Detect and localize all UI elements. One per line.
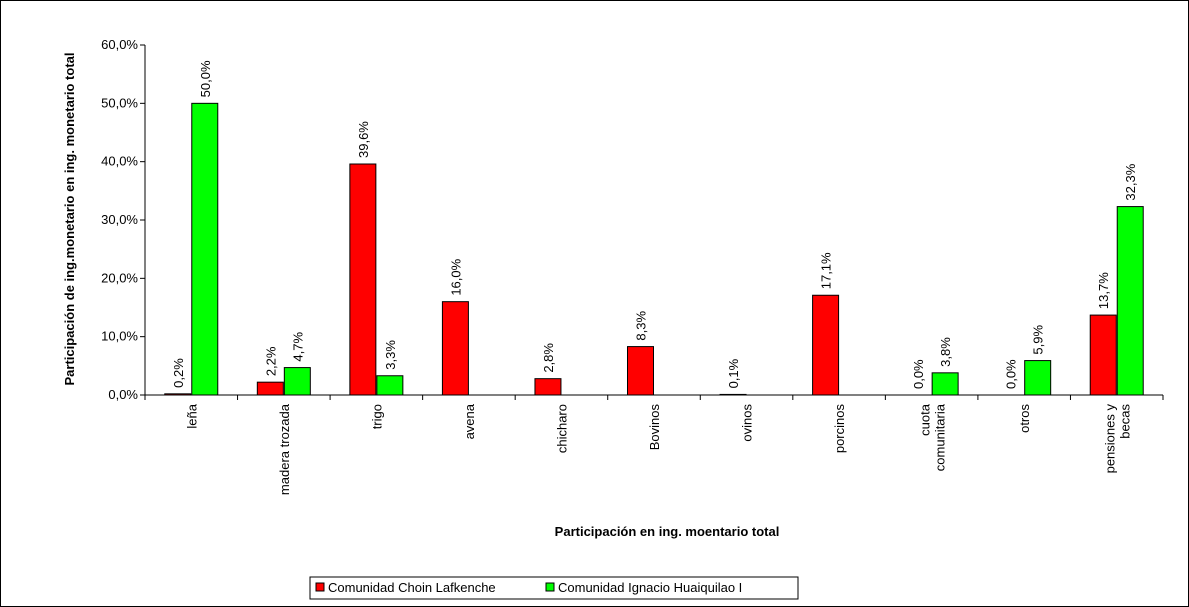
y-tick-label: 0,0%	[108, 387, 138, 402]
x-tick-label: avena	[462, 403, 477, 439]
bar-ignacio-huaiquilao-0	[191, 102, 219, 396]
bar-value-label: 0,0%	[1004, 359, 1019, 389]
bar-choin-lafkenche-10	[1089, 314, 1117, 396]
x-tick-label: otros	[1017, 404, 1032, 433]
bar-ignacio-huaiquilao-1	[283, 367, 311, 396]
bar-value-label: 0,0%	[911, 359, 926, 389]
x-tick-label: leña	[184, 403, 199, 428]
bar-choin-lafkenche-2	[349, 163, 377, 396]
bar-value-label: 2,2%	[263, 346, 278, 376]
bar-value-label: 17,1%	[819, 252, 834, 289]
x-tick-label: Bovinos	[647, 404, 662, 451]
legend: Comunidad Choin Lafkenche Comunidad Ignac…	[309, 576, 799, 600]
bar-ignacio-huaiquilao-8	[931, 372, 959, 396]
bar-value-label: 5,9%	[1031, 325, 1046, 355]
x-tick-label: cuotacomunitaria	[918, 403, 948, 471]
x-tick-label: chicharo	[554, 404, 569, 453]
bar-value-label: 4,7%	[290, 332, 305, 362]
legend-label-ignacio-huaiquilao: Comunidad Ignacio Huaiquilao I	[558, 580, 742, 595]
y-tick-label: 40,0%	[101, 154, 138, 169]
bar-ignacio-huaiquilao-10	[1116, 206, 1144, 396]
bar-value-label: 32,3%	[1123, 163, 1138, 200]
bar-choin-lafkenche-1	[256, 381, 284, 396]
y-tick-label: 10,0%	[101, 329, 138, 344]
legend-label-choin-lafkenche: Comunidad Choin Lafkenche	[328, 580, 496, 595]
bar-value-label: 0,1%	[726, 358, 741, 388]
x-tick-label: madera trozada	[277, 403, 292, 495]
bar-value-label: 39,6%	[356, 121, 371, 158]
bar-choin-lafkenche-4	[534, 378, 562, 396]
bar-choin-lafkenche-5	[627, 346, 654, 396]
bar-value-label: 13,7%	[1096, 272, 1111, 309]
legend-swatch-ignacio-huaiquilao	[545, 582, 555, 592]
bar-value-label: 16,0%	[448, 258, 463, 295]
bar-value-label: 3,8%	[938, 337, 953, 367]
x-tick-label: pensiones ybecas	[1103, 404, 1133, 474]
x-axis-title: Participación en ing. moentario total	[555, 524, 780, 539]
y-axis-title: Participación de ing.monetario en ing. m…	[62, 53, 77, 386]
bar-ignacio-huaiquilao-2	[376, 375, 404, 396]
bar-choin-lafkenche-7	[812, 294, 840, 396]
bar-value-label: 3,3%	[383, 340, 398, 370]
bar-value-label: 50,0%	[198, 60, 213, 97]
bar-value-label: 8,3%	[634, 311, 649, 341]
x-tick-label: ovinos	[740, 404, 755, 442]
y-tick-label: 20,0%	[101, 270, 138, 285]
bar-ignacio-huaiquilao-9	[1024, 360, 1052, 396]
y-tick-label: 60,0%	[101, 37, 138, 52]
bar-choin-lafkenche-3	[441, 301, 469, 396]
bar-value-label: 2,8%	[541, 343, 556, 373]
legend-swatch-choin-lafkenche	[315, 582, 325, 592]
bar-value-label: 0,2%	[171, 358, 186, 388]
x-tick-label: trigo	[369, 404, 384, 429]
x-tick-label: porcinos	[832, 404, 847, 454]
y-tick-label: 30,0%	[101, 212, 138, 227]
y-tick-label: 50,0%	[101, 95, 138, 110]
